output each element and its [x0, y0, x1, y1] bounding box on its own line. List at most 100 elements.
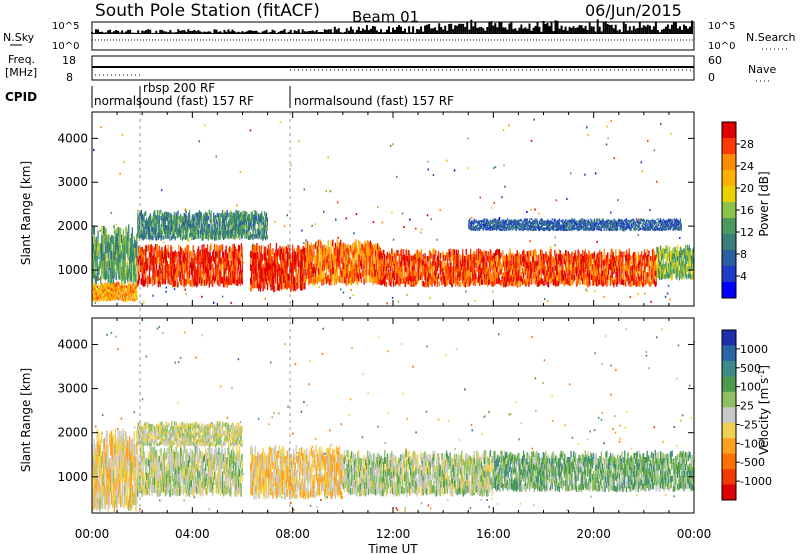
- echo-cell: [95, 295, 97, 298]
- echo-cell: [407, 250, 409, 257]
- echo-cell: [480, 251, 483, 257]
- echo-cell: [462, 254, 464, 261]
- echo-cell: [610, 277, 612, 284]
- echo-cell: [145, 210, 147, 216]
- echo-cell: [650, 282, 652, 288]
- echo-cell: [120, 250, 123, 259]
- echo-cell: [111, 284, 113, 288]
- echo-cell: [481, 262, 483, 269]
- echo-cell: [250, 257, 252, 265]
- echo-cell: [92, 289, 95, 293]
- echo-cell: [94, 250, 96, 259]
- echo-cell: [445, 274, 448, 280]
- echo-cell: [634, 262, 636, 269]
- echo-cell: [496, 255, 498, 261]
- echo-cell: [259, 258, 262, 266]
- echo-cell: [303, 282, 305, 290]
- echo-cell: [469, 220, 471, 223]
- echo-cell: [421, 281, 423, 287]
- echo-cell: [453, 266, 456, 273]
- echo-cell: [393, 281, 395, 287]
- echo-cell: [392, 261, 394, 268]
- echo-cell: [476, 226, 478, 229]
- echo-cell: [111, 288, 114, 292]
- echo-cell: [376, 246, 378, 253]
- echo-cell: [427, 282, 430, 288]
- echo-cell: [406, 276, 408, 282]
- echo-cell: [477, 222, 479, 225]
- echo-cell: [129, 286, 132, 289]
- echo-cell: [335, 265, 337, 272]
- echo-cell: [111, 297, 114, 301]
- echo-cell: [502, 256, 504, 262]
- echo-cell: [443, 255, 445, 261]
- echo-cell: [128, 224, 130, 234]
- echo-cell: [235, 223, 237, 229]
- echo-cell: [133, 295, 135, 299]
- echo-cell: [533, 278, 535, 284]
- echo-cell: [357, 272, 359, 279]
- echo-cell: [102, 225, 105, 235]
- echo-cell: [289, 244, 291, 252]
- echo-cell: [307, 273, 310, 280]
- echo-cell: [159, 274, 161, 281]
- echo-cell: [206, 212, 209, 218]
- echo-cell: [201, 236, 203, 241]
- echo-cell: [276, 277, 278, 284]
- echo-cell: [220, 245, 222, 252]
- echo-cell: [196, 213, 198, 218]
- echo-cell: [92, 285, 94, 288]
- echo-cell: [435, 272, 437, 279]
- echo-speckle: [607, 137, 609, 140]
- echo-cell: [648, 261, 650, 268]
- echo-cell: [383, 272, 385, 279]
- echo-cell: [157, 231, 159, 236]
- echo-cell: [120, 253, 122, 263]
- echo-cell: [162, 264, 164, 272]
- echo-cell: [391, 271, 393, 278]
- echo-cell: [582, 250, 584, 256]
- echo-cell: [254, 245, 256, 253]
- echo-cell: [250, 234, 252, 239]
- echo-cell: [110, 260, 112, 269]
- echo-cell: [162, 258, 164, 265]
- echo-cell: [428, 255, 431, 262]
- echo-cell: [109, 286, 111, 289]
- echo-cell: [113, 242, 115, 252]
- echo-cell: [631, 275, 633, 281]
- echo-cell: [252, 267, 254, 275]
- echo-cell: [508, 279, 510, 286]
- echo-cell: [577, 260, 579, 267]
- echo-cell: [232, 257, 234, 265]
- echo-cell: [181, 248, 184, 255]
- echo-cell: [420, 260, 423, 267]
- echo-cell: [95, 289, 97, 293]
- echo-cell: [112, 290, 115, 294]
- echo-cell: [427, 266, 430, 272]
- echo-cell: [221, 225, 223, 231]
- echo-cell: [256, 265, 258, 273]
- echo-cell: [184, 266, 186, 273]
- echo-cell: [189, 280, 192, 287]
- echo-cell: [290, 266, 292, 273]
- echo-cell: [499, 264, 501, 270]
- echo-cell: [503, 221, 505, 223]
- echo-cell: [167, 277, 169, 284]
- echo-cell: [272, 268, 274, 276]
- echo-cell: [478, 248, 480, 255]
- echo-cell: [117, 253, 119, 262]
- echo-cell: [561, 266, 563, 273]
- echo-cell: [106, 291, 108, 295]
- echo-cell: [143, 235, 145, 240]
- echo-cell: [200, 230, 202, 235]
- echo-cell: [487, 266, 489, 272]
- echo-cell: [516, 267, 518, 273]
- echo-cell: [139, 211, 142, 216]
- echo-cell: [161, 217, 163, 223]
- echo-cell: [146, 245, 148, 252]
- echo-cell: [120, 297, 122, 301]
- echo-cell: [126, 285, 128, 289]
- echo-cell: [323, 247, 325, 254]
- echo-cell: [578, 262, 580, 269]
- echo-cell: [106, 282, 108, 286]
